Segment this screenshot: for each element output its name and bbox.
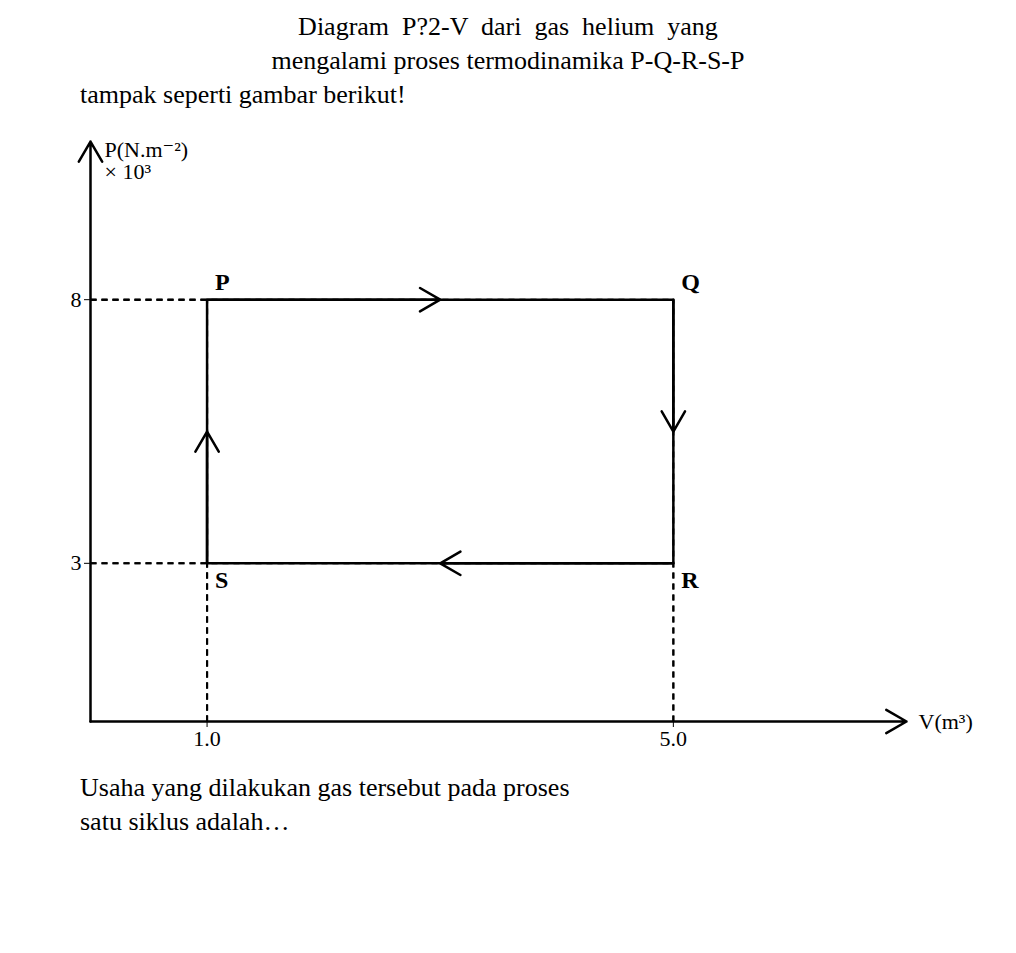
svg-text:V(m³): V(m³) [919, 709, 973, 734]
html-text:Diagram P?2-V dari gas helium: Diagram P?2-V dari gas helium yang [298, 12, 718, 41]
svg-text:R: R [681, 568, 699, 594]
svg-text:3: 3 [71, 551, 82, 576]
svg-text:5.0: 5.0 [660, 727, 688, 752]
html-text:mengalami proses termodinamika: mengalami proses termodinamika P-Q-R-S-P [271, 45, 745, 75]
svg-text:Q: Q [681, 269, 700, 295]
html-text:satu siklus adalah…: satu siklus adalah… [80, 807, 290, 837]
html-text:Usaha yang dilakukan gas terse: Usaha yang dilakukan gas tersebut pada p… [80, 773, 570, 803]
svg-text:S: S [215, 568, 228, 594]
svg-text:P: P [215, 269, 230, 295]
svg-text:8: 8 [71, 287, 82, 312]
html-text:tampak seperti gambar berikut!: tampak seperti gambar berikut! [80, 79, 406, 109]
svg-text:1.0: 1.0 [193, 727, 221, 752]
svg-text:P(N.m⁻²)× 10³: P(N.m⁻²)× 10³ [105, 138, 189, 185]
